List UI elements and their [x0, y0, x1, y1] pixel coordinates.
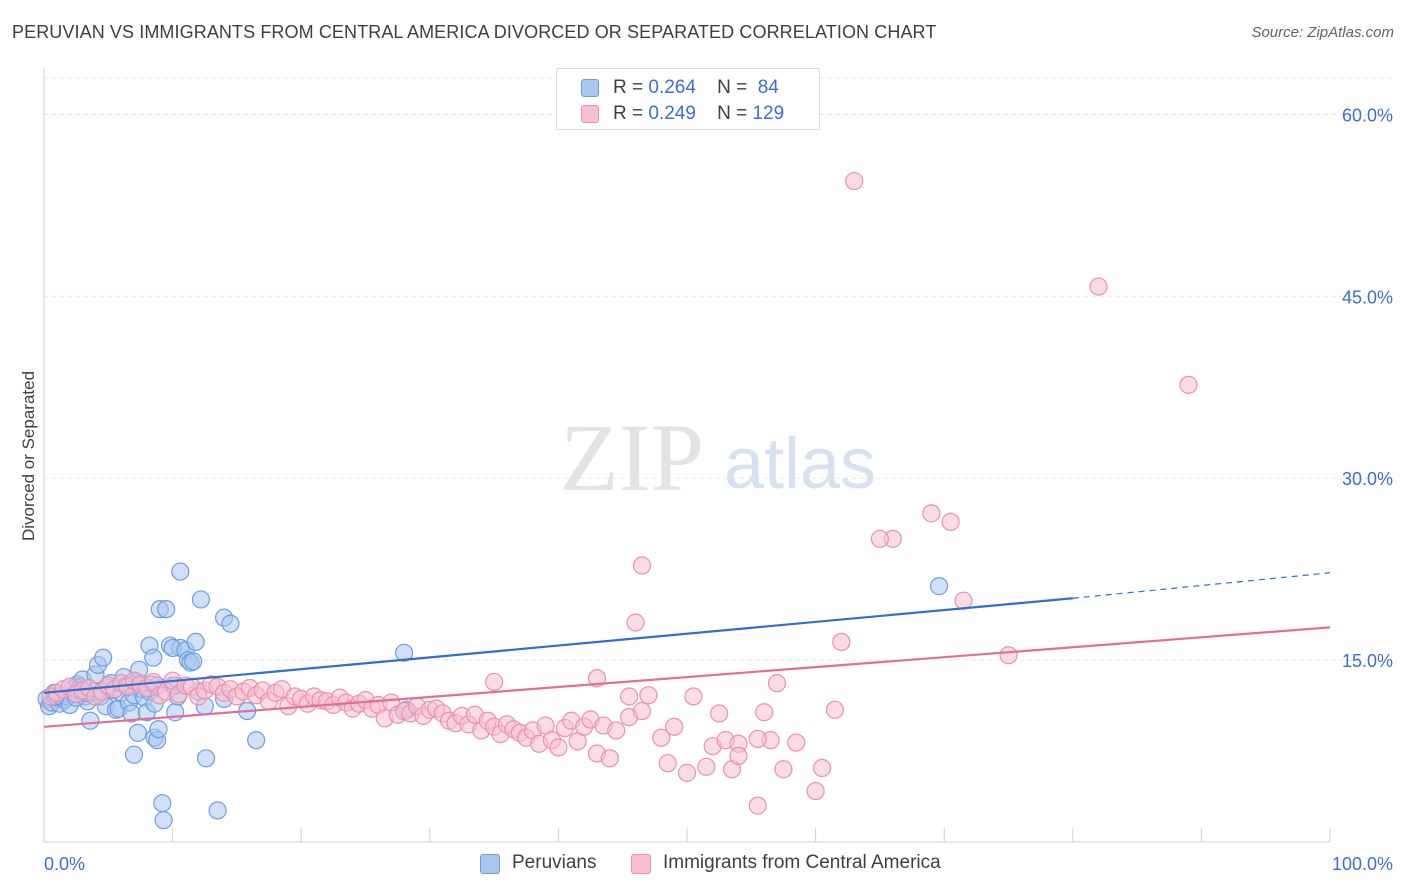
peruvian-point: [81, 711, 100, 730]
peruvian-point: [191, 590, 210, 609]
peruvian-point: [171, 562, 190, 581]
x-tick-label: 100.0%: [1332, 854, 1393, 874]
central-america-point: [941, 512, 960, 531]
central-america-point: [845, 171, 864, 191]
central-america-point: [748, 796, 767, 815]
chart-title: PERUVIAN VS IMMIGRANTS FROM CENTRAL AMER…: [12, 22, 937, 42]
legend-r-value: 0.264: [648, 77, 696, 98]
central-america-point: [626, 613, 645, 632]
peruvian-trend-extension: [1072, 572, 1331, 599]
watermark-zip: ZIP: [560, 404, 704, 511]
peruvian-point: [128, 723, 147, 742]
central-america-point: [767, 674, 787, 693]
legend-swatch-blue: [581, 79, 599, 97]
central-america-point: [825, 700, 844, 719]
legend-swatch-pink: [581, 105, 599, 123]
legend-n-value: 129: [752, 103, 785, 124]
central-america-point: [587, 669, 607, 688]
central-america-point: [639, 686, 658, 705]
central-america-point: [870, 529, 890, 548]
y-tick-label: 60.0%: [1342, 105, 1393, 125]
correlation-legend: R = 0.264 N = 84 R = 0.249 N = 129: [556, 68, 820, 130]
peruvian-point: [196, 749, 216, 768]
central-america-point: [684, 687, 703, 706]
peruvian-point: [149, 720, 168, 739]
bottom-legend-label: Immigrants from Central America: [663, 852, 941, 873]
peruvian-point: [154, 811, 173, 830]
watermark-atlas: atlas: [724, 424, 876, 504]
central-america-point: [652, 728, 671, 747]
central-america-point: [787, 733, 806, 752]
central-america-point: [999, 646, 1018, 665]
central-america-point: [549, 738, 568, 757]
peruvian-point: [929, 577, 949, 596]
legend-r-value: 0.249: [648, 103, 696, 124]
central-america-point: [677, 763, 697, 782]
watermark: ZIP atlas: [560, 404, 876, 511]
peruvian-trend-line: [43, 597, 1073, 694]
central-america-point: [806, 781, 825, 801]
central-america-point: [1089, 277, 1108, 296]
peruvian-point: [221, 614, 240, 633]
axes: [43, 68, 1331, 843]
trend-lines: [43, 572, 1331, 728]
peruvian-point: [247, 731, 266, 750]
central-america-point: [632, 556, 652, 575]
central-america-point: [748, 729, 767, 749]
legend-n-label: N =: [717, 77, 748, 98]
central-america-point: [774, 760, 793, 779]
x-tick-label: 0.0%: [44, 854, 85, 874]
central-america-point: [1179, 375, 1198, 394]
gridlines: [44, 77, 1394, 661]
y-tick-label: 30.0%: [1342, 469, 1393, 489]
central-america-point: [658, 754, 677, 773]
central-america-point: [954, 591, 973, 610]
peruvian-point: [157, 600, 176, 619]
central-america-point: [710, 704, 729, 723]
peruvian-point: [124, 745, 144, 764]
central-america-point: [922, 504, 941, 523]
peruvian-point: [186, 632, 205, 652]
tick-labels: 15.0% 30.0% 45.0% 60.0% 0.0% 100.0%: [44, 105, 1393, 874]
central-america-point: [607, 721, 626, 740]
central-america-point: [812, 758, 832, 778]
legend-r-label: R =: [613, 103, 644, 124]
peruvian-point: [144, 648, 163, 667]
central-america-point: [485, 672, 504, 692]
peruvian-point: [94, 648, 113, 667]
central-america-point: [832, 632, 851, 652]
peruvian-point: [394, 643, 414, 662]
bottom-legend-swatch-pink: [631, 854, 651, 874]
central-america-point: [600, 749, 619, 768]
y-tick-label: 15.0%: [1342, 651, 1393, 671]
bottom-legend-label: Peruvians: [512, 852, 597, 873]
peruvian-point: [208, 801, 227, 820]
central-america-point: [620, 687, 639, 706]
central-america-point: [632, 701, 652, 721]
central-america-point: [755, 703, 774, 722]
central-america-point: [665, 717, 684, 736]
legend-r-label: R =: [613, 77, 644, 98]
chart-source: Source: ZipAtlas.com: [1251, 24, 1394, 41]
y-tick-label: 45.0%: [1342, 287, 1393, 307]
central-america-point: [697, 757, 716, 776]
bottom-legend-swatch-blue: [480, 854, 500, 874]
peruvian-point: [184, 652, 203, 671]
legend-n-value: 84: [757, 77, 779, 98]
central-america-trend-line: [43, 626, 1331, 728]
central-america-point: [729, 746, 748, 765]
y-axis-label: Divorced or Separated: [19, 371, 38, 541]
peruvian-point: [153, 794, 172, 813]
legend-n-label: N =: [717, 103, 748, 124]
